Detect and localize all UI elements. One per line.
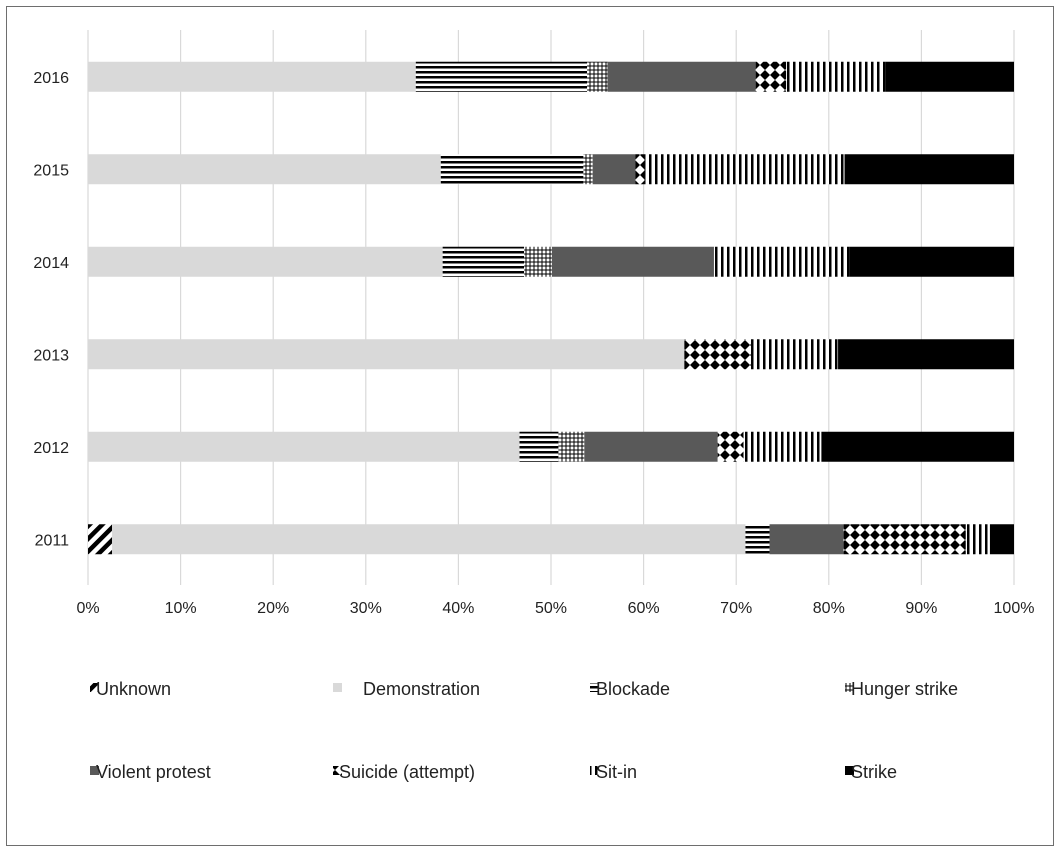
legend-swatch	[90, 766, 99, 775]
bar-blockade-2016	[415, 61, 588, 92]
bar-strike-2015	[844, 154, 1014, 185]
x-tick-label: 50%	[535, 600, 567, 617]
legend-label: Hunger strike	[851, 679, 958, 699]
x-tick-label: 60%	[628, 600, 660, 617]
legend-item-hunger-strike: Hunger strike	[845, 679, 958, 699]
legend-swatch	[845, 683, 854, 692]
legend-label: Blockade	[596, 679, 670, 699]
bar-blockade-2012	[519, 431, 559, 462]
legend-swatch	[333, 683, 342, 692]
legend-swatch	[90, 683, 99, 692]
legend: Unknown Demonstration Blockade Hunger strik…	[90, 679, 958, 782]
legend-label: Strike	[851, 762, 897, 782]
x-tick-label: 0%	[76, 600, 99, 617]
bar-violent-protest-2012	[584, 431, 718, 462]
bar-suicide-attempt-2011	[843, 524, 966, 555]
legend-item-demonstration: Demonstration	[333, 679, 480, 699]
bar-unknown-2011	[88, 524, 113, 555]
bar-blockade-2015	[440, 154, 584, 185]
x-tick-label: 10%	[165, 600, 197, 617]
bar-demonstration-2012	[88, 431, 520, 462]
bar-sit-in-2014	[713, 246, 850, 277]
x-tick-label: 100%	[994, 600, 1035, 617]
x-tick-label: 80%	[813, 600, 845, 617]
x-tick-label: 30%	[350, 600, 382, 617]
bar-violent-protest-2011	[769, 524, 844, 555]
legend-swatch	[590, 683, 599, 692]
bar-suicide-attempt-2012	[717, 431, 744, 462]
legend-label: Unknown	[96, 679, 171, 699]
bar-sit-in-2011	[965, 524, 990, 555]
legend-label: Demonstration	[363, 679, 480, 699]
legend-item-strike: Strike	[845, 762, 897, 782]
bar-violent-protest-2016	[607, 61, 756, 92]
bar-strike-2016	[885, 61, 1014, 92]
legend-item-unknown: Unknown	[90, 679, 171, 699]
legend-swatch	[590, 766, 599, 775]
bar-strike-2012	[821, 431, 1014, 462]
legend-label: Suicide (attempt)	[339, 762, 475, 782]
legend-swatch	[845, 766, 854, 775]
bar-sit-in-2016	[786, 61, 886, 92]
bar-hunger-strike-2015	[583, 154, 593, 185]
bar-sit-in-2015	[644, 154, 845, 185]
bar-demonstration-2013	[88, 339, 685, 370]
y-axis-labels: 2016 2015 2014 2013 2012 2011	[33, 70, 69, 550]
y-tick-label: 2016	[33, 70, 69, 87]
bar-suicide-attempt-2016	[755, 61, 787, 92]
bar-hunger-strike-2016	[587, 61, 608, 92]
bar-demonstration-2011	[112, 524, 746, 555]
legend-label: Violent protest	[96, 762, 211, 782]
y-tick-label: 2011	[35, 532, 70, 549]
bar-strike-2011	[989, 524, 1014, 555]
x-axis-labels: 0% 10% 20% 30% 40% 50% 60% 70% 80% 90% 100%	[76, 600, 1034, 617]
stacked-bar-chart: 2016 2015 2014 2013 2012 2011 0% 10% 20% 30% 40% 5…	[33, 30, 1034, 782]
x-tick-label: 40%	[442, 600, 474, 617]
bars-group	[88, 61, 1014, 555]
bar-demonstration-2015	[88, 154, 441, 185]
x-tick-label: 20%	[257, 600, 289, 617]
bar-sit-in-2012	[743, 431, 822, 462]
bar-suicide-attempt-2013	[684, 339, 752, 370]
bar-strike-2013	[838, 339, 1014, 370]
y-tick-label: 2013	[33, 347, 69, 364]
bar-demonstration-2014	[88, 246, 443, 277]
bar-violent-protest-2015	[592, 154, 636, 185]
bar-hunger-strike-2012	[558, 431, 585, 462]
legend-item-blockade: Blockade	[590, 679, 670, 699]
legend-item-violent-protest: Violent protest	[90, 762, 211, 782]
bar-strike-2014	[849, 246, 1014, 277]
x-tick-label: 90%	[905, 600, 937, 617]
bar-hunger-strike-2014	[524, 246, 552, 277]
bar-suicide-attempt-2015	[635, 154, 645, 185]
bar-violent-protest-2014	[551, 246, 714, 277]
bar-blockade-2014	[442, 246, 525, 277]
legend-swatch	[333, 766, 342, 775]
bar-demonstration-2016	[88, 61, 416, 92]
y-tick-label: 2014	[33, 255, 69, 272]
legend-label: Sit-in	[596, 762, 637, 782]
bar-sit-in-2013	[751, 339, 839, 370]
x-tick-label: 70%	[720, 600, 752, 617]
y-tick-label: 2012	[33, 440, 69, 457]
y-tick-label: 2015	[33, 162, 69, 179]
legend-item-sit-in: Sit-in	[590, 762, 637, 782]
legend-item-suicide-attempt: Suicide (attempt)	[333, 762, 475, 782]
bar-blockade-2011	[745, 524, 770, 555]
vertical-gridlines	[87, 30, 1015, 585]
